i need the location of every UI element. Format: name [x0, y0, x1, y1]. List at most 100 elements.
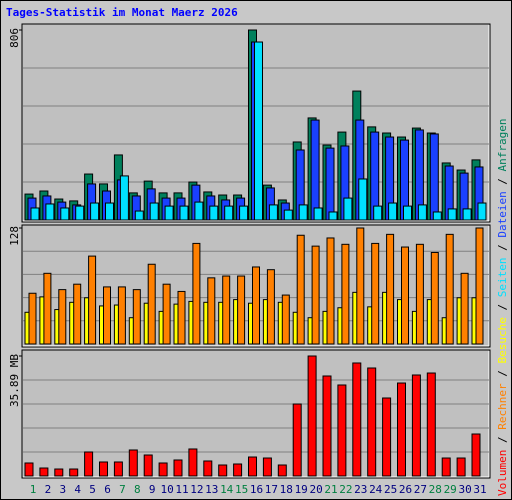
legend-entry: Seiten [496, 258, 509, 298]
legend-entry: Besuche [496, 317, 509, 363]
legend-separator: / [496, 430, 509, 450]
x-tick-label: 23 [354, 483, 367, 496]
bar [337, 384, 347, 477]
bar [164, 205, 174, 221]
bar [262, 457, 272, 477]
bar [401, 246, 409, 345]
legend-entry: Rechner [496, 383, 509, 430]
x-tick-label: 6 [104, 483, 111, 496]
bar [239, 205, 249, 221]
bar [209, 205, 219, 221]
x-tick-label: 7 [119, 483, 126, 496]
legend-entry: Anfragen [496, 118, 509, 171]
bar [341, 243, 350, 345]
bar [386, 233, 395, 345]
bar [75, 205, 85, 221]
bar [432, 211, 442, 221]
y-tick-label: 806 [8, 28, 21, 48]
legend-entry: Dateien [496, 191, 509, 237]
bar [30, 207, 40, 221]
bar [73, 283, 82, 345]
bar [132, 289, 141, 345]
bar [192, 242, 201, 345]
legend-separator: / [496, 364, 509, 384]
legend-separator: / [496, 171, 509, 191]
bar [475, 227, 484, 345]
bar [188, 448, 198, 477]
bar [382, 397, 392, 477]
legend-separator: / [496, 238, 509, 258]
x-tick-label: 22 [339, 483, 352, 496]
bar [268, 204, 278, 221]
bar [58, 289, 67, 345]
bar [60, 207, 70, 221]
bar [283, 209, 293, 221]
bar [24, 462, 34, 477]
x-tick-label: 31 [473, 483, 486, 496]
bar [218, 464, 228, 477]
bar [415, 243, 424, 345]
bar [358, 178, 368, 221]
bar [426, 372, 436, 477]
bar [224, 205, 234, 221]
bar [128, 449, 138, 477]
chart-title: Tages-Statistik im Monat Maerz 2026 [6, 6, 238, 19]
bar [411, 374, 421, 477]
bar [252, 266, 260, 345]
bar [88, 255, 97, 345]
x-tick-label: 29 [444, 483, 457, 496]
x-tick-label: 17 [265, 483, 278, 496]
x-tick-label: 28 [429, 483, 442, 496]
bar [456, 457, 466, 477]
bar [429, 133, 439, 221]
bar [310, 119, 320, 221]
bar [388, 202, 398, 221]
x-tick-label: 12 [190, 483, 203, 496]
x-tick-label: 3 [59, 483, 66, 496]
bar [233, 463, 243, 477]
bar [313, 207, 323, 221]
bar [471, 433, 481, 477]
y-tick-label: 128 [8, 226, 21, 246]
bar [325, 147, 335, 221]
bar [90, 202, 100, 221]
bar [113, 461, 123, 477]
x-tick-label: 21 [324, 483, 337, 496]
bar [207, 277, 216, 345]
bar [417, 204, 427, 221]
bar [430, 251, 439, 345]
bar [237, 275, 246, 345]
x-tick-label: 11 [175, 483, 188, 496]
bar [254, 41, 263, 221]
x-tick-label: 26 [399, 483, 412, 496]
bar [179, 205, 189, 221]
bar [277, 464, 287, 477]
bar [371, 242, 380, 345]
bar [403, 205, 412, 221]
bar [248, 456, 257, 477]
bar [173, 459, 183, 477]
bar [322, 375, 332, 477]
bar [105, 202, 114, 221]
bar [266, 269, 275, 345]
bar [149, 202, 159, 221]
bar [477, 202, 487, 221]
bar [307, 355, 317, 477]
bar [54, 468, 64, 477]
x-tick-label: 24 [369, 483, 383, 496]
bar [298, 204, 308, 221]
x-tick-label: 20 [309, 483, 322, 496]
bar [296, 234, 305, 345]
bar [281, 294, 290, 345]
x-tick-label: 30 [458, 483, 471, 496]
bar [352, 362, 362, 477]
x-tick-label: 25 [384, 483, 397, 496]
bar [326, 237, 335, 345]
x-tick-label: 16 [250, 483, 263, 496]
x-tick-label: 14 [220, 483, 234, 496]
bar [39, 467, 49, 477]
bar [445, 233, 454, 345]
x-tick-label: 19 [295, 483, 308, 496]
x-tick-label: 27 [414, 483, 427, 496]
x-tick-label: 13 [205, 483, 218, 496]
